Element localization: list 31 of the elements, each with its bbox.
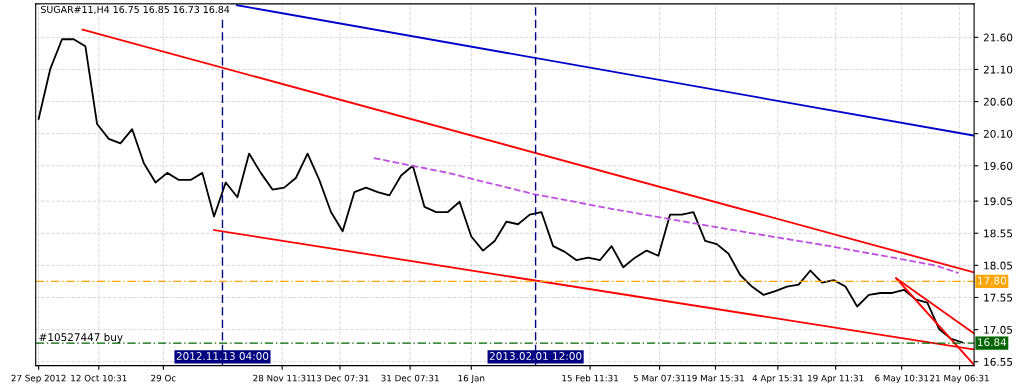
x-tick-label: 27 Sep 2012 xyxy=(11,374,66,384)
y-tick-label: 18.55 xyxy=(984,229,1013,238)
x-tick-label: 29 Oc xyxy=(151,374,176,382)
x-tick-label: 4 Apr 15:31 xyxy=(752,374,803,384)
y-tick-label: 20.10 xyxy=(983,129,1013,138)
ref-line-label: 17.80 xyxy=(978,276,1007,285)
x-tick-label: 5 Mar 07:31 xyxy=(633,374,686,382)
x-tick-label: 13 Dec 07:31 xyxy=(311,374,369,382)
ref-line-label: 16.84 xyxy=(978,338,1007,347)
x-tick-label: 19 Apr 11:31 xyxy=(808,374,864,384)
annotation: #10527447 buy xyxy=(39,333,123,344)
x-tick-label: 6 May 10:31 xyxy=(875,374,929,384)
ref-line-label: 2012.11.13 04:00 xyxy=(176,352,269,360)
y-tick-label: 17.05 xyxy=(984,325,1013,334)
y-tick-label: 19.60 xyxy=(984,162,1013,170)
x-tick-label: 31 Dec 07:31 xyxy=(381,374,439,382)
y-tick-label: 20.60 xyxy=(983,97,1013,106)
chart-title: SUGAR#11,H4 16.75 16.85 16.73 16.84 xyxy=(41,5,230,14)
ref-line-label: 2013.02.01 12:00 xyxy=(489,352,582,360)
y-tick-label: 19.05 xyxy=(984,197,1013,206)
y-tick-label: 17.55 xyxy=(984,293,1013,302)
x-tick-label: 15 Feb 11:31 xyxy=(562,374,618,382)
x-tick-label: 19 Mar 15:31 xyxy=(687,374,744,382)
y-tick-label: 16.55 xyxy=(984,357,1013,366)
x-tick-label: 28 Nov 11:31 xyxy=(253,374,311,382)
x-tick-label: 16 Jan xyxy=(458,374,485,384)
y-tick-label: 21.60 xyxy=(983,33,1013,42)
x-tick-label: 21 May 06:31 xyxy=(930,374,989,384)
x-tick-label: 12 Oct 10:31 xyxy=(71,374,127,382)
y-tick-label: 21.10 xyxy=(983,65,1013,74)
y-tick-label: 18.05 xyxy=(984,261,1013,270)
